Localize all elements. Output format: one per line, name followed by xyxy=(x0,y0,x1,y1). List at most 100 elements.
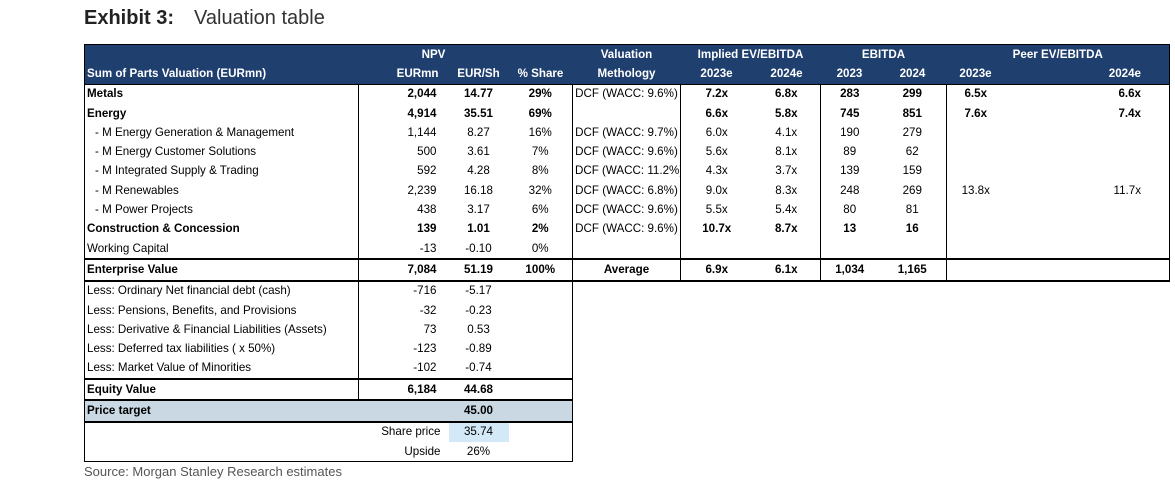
table-row: - M Integrated Supply & Trading 592 4.28 8%… xyxy=(84,161,1171,182)
eursh-cell: 0.53 xyxy=(467,322,490,336)
peer-2024-cell xyxy=(1004,219,1171,239)
header-valuation: Valuation xyxy=(572,44,681,65)
eursh-cell: 4.28 xyxy=(467,164,490,178)
eursh-cell: 8.27 xyxy=(467,125,490,139)
method-cell: DCF (WACC: 9.6%) xyxy=(572,83,681,104)
row-label: Metals xyxy=(84,83,359,104)
implied-2023-cell xyxy=(681,239,753,259)
share-cell: 8% xyxy=(508,161,573,182)
row-label: Energy xyxy=(84,103,359,124)
source-note: Source: Morgan Stanley Research estimate… xyxy=(84,464,342,479)
method-cell: DCF (WACC: 11.2%) xyxy=(572,161,681,182)
ebitda-2024-cell: 279 xyxy=(878,123,947,143)
empty-cell xyxy=(84,421,359,442)
share-cell: 69% xyxy=(508,103,573,124)
method-cell: DCF (WACC: 9.6%) xyxy=(572,200,681,220)
enterprise-value-row: Enterprise Value 7,084 51.19 100% Average 6.9… xyxy=(84,258,1171,282)
row-label: - M Renewables xyxy=(84,181,359,201)
share-cell: 0% xyxy=(508,238,573,260)
exhibit-title: Valuation table xyxy=(194,7,325,29)
implied-2024-cell: 8.1x xyxy=(752,142,821,162)
share-cell: 29% xyxy=(508,83,573,104)
implied-2024-cell: 6.8x xyxy=(752,83,821,104)
implied-2023-cell: 6.6x xyxy=(705,106,729,120)
ebitda-2024-cell: 851 xyxy=(878,103,947,124)
valuation-table: NPV Valuation Implied EV/EBITDA EBITDA P… xyxy=(84,44,1171,463)
row-label: Less: Market Value of Minorities xyxy=(84,358,359,380)
method-cell xyxy=(572,103,681,124)
header-i2023: 2023e xyxy=(680,64,753,85)
implied-2024-cell: 5.4x xyxy=(752,200,821,220)
peer-2024-cell: 7.4x xyxy=(1004,103,1171,124)
implied-2023-cell: 7.2x xyxy=(680,83,753,104)
method-cell: DCF (WACC: 6.8%) xyxy=(572,181,681,201)
peer-2023-cell: 7.6x xyxy=(964,106,988,120)
empty-cell xyxy=(508,358,573,380)
table-row: Construction & Concession 139 1.01 2% DCF (W… xyxy=(84,219,1171,239)
ebitda-2023-cell: 1,034 xyxy=(820,258,879,282)
empty-cell xyxy=(508,339,573,359)
implied-2024-cell: 3.7x xyxy=(752,161,821,182)
empty-cell xyxy=(573,422,1170,442)
row-label: Less: Deferred tax liabilities ( x 50%) xyxy=(84,339,359,359)
share-price-row: Share price 35.74 xyxy=(84,421,1170,442)
eurmn-cell: 2,044 xyxy=(358,83,449,104)
method-cell xyxy=(572,238,681,260)
peer-2023-cell xyxy=(947,162,1005,181)
empty-cell xyxy=(573,400,1170,421)
table-row: Working Capital -13 -0.10 0% xyxy=(84,238,1171,260)
row-label: Working Capital xyxy=(84,238,359,260)
price-target-row: Price target 45.00 xyxy=(84,399,1170,423)
eursh-cell: 3.61 xyxy=(467,145,490,159)
implied-2024-cell: 5.8x xyxy=(752,103,821,124)
eursh-cell: 44.68 xyxy=(448,378,509,401)
empty-cell xyxy=(508,300,573,321)
header-row-1: NPV Valuation Implied EV/EBITDA EBITDA P… xyxy=(84,44,1171,65)
peer-2024-cell: 6.6x xyxy=(1004,83,1171,104)
row-label: Less: Pensions, Benefits, and Provisions xyxy=(84,300,359,321)
empty-cell xyxy=(508,441,573,463)
header-label: Sum of Parts Valuation (EURmn) xyxy=(84,64,359,85)
adjustment-row: Less: Market Value of Minorities -102 -0.7… xyxy=(84,358,1170,380)
peer-2023-cell xyxy=(947,239,1005,259)
method-cell: DCF (WACC: 9.7%) xyxy=(572,123,681,143)
table-row: - M Power Projects 438 3.17 6% DCF (WACC: 9.… xyxy=(84,200,1171,220)
header-ebitda: EBITDA xyxy=(820,44,947,65)
ebitda-2023-cell: 745 xyxy=(840,106,860,120)
implied-2023-cell: 9.0x xyxy=(705,183,728,197)
eursh-cell: 51.19 xyxy=(448,258,509,282)
eurmn-cell: 73 xyxy=(423,322,437,336)
empty-cell xyxy=(508,280,573,301)
equity-value-row: Equity Value 6,184 44.68 xyxy=(84,378,1170,401)
implied-2023-cell: 10.7x xyxy=(702,222,732,236)
share-cell: 32% xyxy=(508,181,573,201)
eurmn-cell: 139 xyxy=(417,222,437,236)
header-share: % Share xyxy=(508,64,573,85)
ebitda-2024-cell: 1,165 xyxy=(878,258,947,282)
eursh-cell: 1.01 xyxy=(467,222,490,236)
eurmn-cell: -123 xyxy=(413,342,437,356)
peer-2023-cell xyxy=(947,220,1005,239)
peer-2023-cell: 13.8x xyxy=(961,183,990,197)
ebitda-2023-cell: 283 xyxy=(820,83,879,104)
peer-2024-cell xyxy=(1004,142,1171,162)
table-row: - M Renewables 2,239 16.18 32% DCF (WACC: 6.… xyxy=(84,181,1171,201)
implied-2024-cell: 8.3x xyxy=(752,181,821,201)
method-cell: Average xyxy=(572,258,681,282)
ebitda-2024-cell: 269 xyxy=(878,181,947,201)
empty-cell xyxy=(508,399,573,423)
implied-2023-cell: 4.3x xyxy=(705,164,728,178)
implied-2023-cell: 5.6x xyxy=(705,145,728,159)
ebitda-2024-cell xyxy=(878,238,947,260)
row-label: - M Power Projects xyxy=(84,200,359,220)
eursh-cell: 35.51 xyxy=(463,106,493,120)
row-label: Less: Derivative & Financial Liabilities… xyxy=(84,320,359,340)
table-row: Metals 2,044 14.77 29% DCF (WACC: 9.6%) 7.2x 6… xyxy=(84,83,1171,104)
implied-2023-cell: 6.0x xyxy=(705,125,728,139)
table-row: Energy 4,914 35.51 69% 6.6x 5.8x 745 851 7.6x 7.4… xyxy=(84,103,1171,124)
eurmn-cell: -102 xyxy=(413,361,437,375)
eursh-cell: -5.17 xyxy=(465,284,492,298)
eurmn-cell: 6,184 xyxy=(358,378,449,401)
ebitda-2023-cell xyxy=(821,239,879,259)
adjustment-row: Less: Ordinary Net financial debt (cash)… xyxy=(84,280,1170,301)
